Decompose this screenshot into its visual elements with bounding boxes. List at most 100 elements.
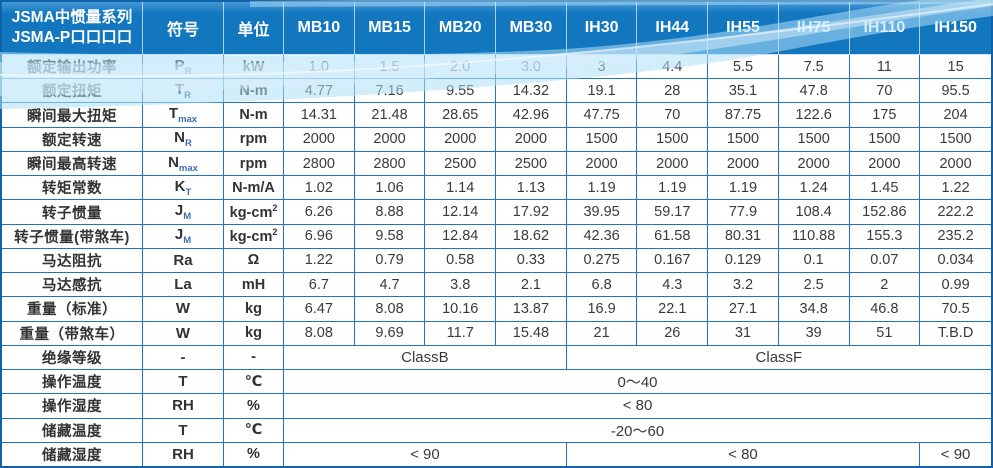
model-header-ih110: IH110 [849,2,921,55]
spec-value: 1.19 [708,176,779,201]
symbol-main: N [168,153,179,171]
spec-value: 4.4 [637,55,709,80]
spec-value: 11.7 [425,321,497,346]
symbol-subscript: R [184,65,192,77]
spec-value: 3 [566,55,638,80]
spec-label: 瞬间最大扭矩 [2,103,143,128]
spec-value: 9.69 [354,321,426,346]
spec-value: 4.77 [284,79,355,104]
spec-label: 转子惯量(带煞车) [2,224,143,249]
spec-value: 12.14 [425,200,497,225]
spec-value: 1500 [637,127,709,152]
spec-value: 1.22 [920,176,991,201]
spec-value: 42.96 [496,103,567,128]
spec-row: 操作湿度 RH% < 80 [2,394,991,419]
spec-symbol: KT [143,176,224,201]
spec-value: 222.2 [920,200,991,225]
spec-row: 马达感抗 La mH 6.7 4.7 3.8 2.1 6.8 4.3 3.2 2.5 2 0.99 [2,273,991,298]
spec-value: 28 [637,79,709,104]
model-header-mb10: MB10 [284,2,355,55]
spec-row: 瞬间最高转速 Nmax rpm 2800 2800 2500 2500 2000 2000 200… [2,151,991,177]
unit-text: % [247,397,260,414]
symbol-main: T [174,80,185,98]
spec-unit: N-m [224,79,284,104]
spec-value: 0.58 [425,248,497,274]
spec-value: 4.3 [637,273,709,298]
spec-row: 储藏湿度 RH% < 90 < 80 < 90 [2,442,991,466]
spec-value: 27.1 [708,297,779,322]
spec-value-merged: < 90 [284,442,567,466]
spec-unit: kg [224,297,284,322]
unit-text: kW [242,58,265,75]
symbol-main: P [174,56,185,74]
spec-value: 16.9 [566,297,638,322]
spec-symbol: NR [143,127,224,152]
spec-label: 操作温度 [2,370,143,395]
spec-value: 2800 [284,151,355,177]
spec-value-merged: 0～40 [284,370,991,395]
unit-text: N-m [239,82,268,99]
spec-value: 0.129 [708,248,779,274]
spec-value: 2800 [354,151,426,177]
symbol-main: La [174,276,192,294]
symbol-main: J [174,226,184,244]
spec-value: 80.31 [708,224,779,249]
spec-value: 13.87 [496,297,567,322]
spec-value: 39.95 [566,200,638,225]
spec-value: 8.08 [284,321,355,346]
spec-value-merged: < 80 [567,442,921,466]
spec-value: 4.7 [354,273,426,298]
spec-symbol: La [143,273,224,298]
spec-unit: % [224,442,284,466]
spec-value: 175 [849,103,921,128]
spec-symbol: PR [143,55,224,80]
spec-value: 19.1 [566,79,638,104]
model-header-ih30: IH30 [566,2,638,55]
spec-value: 6.26 [284,200,355,225]
spec-value: T.B.D [920,322,991,346]
spec-value: 2500 [496,151,567,177]
unit-superscript: 2 [272,203,278,214]
spec-row: 马达阻抗 Ra Ω 1.22 0.79 0.58 0.33 0.275 0.167 0.129 0.… [2,248,991,274]
spec-symbol: T [143,370,224,395]
spec-value: 42.36 [566,224,638,249]
spec-value: 22.1 [637,297,709,322]
model-header-mb30: MB30 [496,2,567,55]
spec-value: 14.31 [284,103,355,128]
spec-value: 0.33 [496,248,567,274]
spec-label: 马达感抗 [2,273,143,298]
spec-value: 1.19 [566,176,638,201]
spec-symbol: JM [143,224,224,249]
symbol-subscript: T [185,186,192,198]
spec-label: 储藏湿度 [2,442,143,466]
spec-unit: kg [224,321,284,346]
symbol-main: N [174,129,185,147]
spec-value: 155.3 [849,224,921,249]
spec-value: 51 [849,321,921,346]
symbol-main: - [180,348,186,366]
unit-text: ℃ [244,373,263,390]
spec-value: 5.5 [708,55,779,80]
spec-value: 2.0 [425,55,497,80]
spec-value: 95.5 [920,79,991,104]
spec-unit: kg-cm2 [224,200,284,225]
spec-value: 39 [778,321,850,346]
spec-label: 重量（带煞车） [2,321,143,346]
unit-text: Ω [247,252,260,269]
table-body: 额定输出功率 PR kW 1.0 1.5 2.0 3.0 3 4.4 5.5 7.5 11 15 额定扭矩… [2,55,991,466]
spec-symbol: W [143,321,224,346]
spec-unit: % [224,394,284,419]
spec-value: 21 [566,321,638,346]
spec-value: 70 [637,103,709,128]
spec-value: 3.0 [496,55,567,80]
model-header-mb15: MB15 [354,2,426,55]
symbol-subscript: M [183,211,192,223]
spec-label: 额定转速 [2,127,143,152]
spec-value: 18.62 [496,224,567,249]
spec-value: 0.167 [637,248,709,274]
spec-unit: kW [224,55,284,80]
spec-value: 77.9 [708,200,779,225]
spec-value: 2.1 [496,273,567,298]
